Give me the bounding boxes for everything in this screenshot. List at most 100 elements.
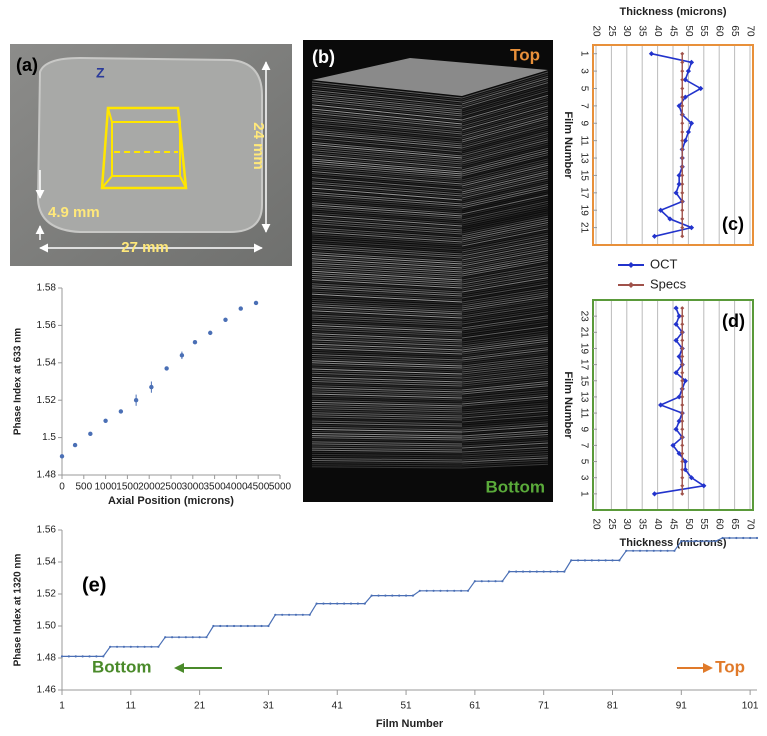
volume-texture bbox=[461, 332, 549, 345]
point bbox=[253, 300, 259, 306]
x-tick-label: 101 bbox=[742, 701, 759, 712]
volume-texture bbox=[461, 109, 549, 135]
volume-texture bbox=[311, 308, 463, 317]
volume-texture bbox=[461, 177, 549, 199]
volume-texture bbox=[311, 145, 463, 161]
point bbox=[308, 613, 311, 616]
point bbox=[103, 418, 108, 423]
y-tick-label: 1 bbox=[578, 51, 589, 57]
volume-texture bbox=[311, 243, 463, 255]
volume-texture bbox=[311, 239, 463, 251]
volume-texture bbox=[311, 455, 463, 459]
point bbox=[676, 313, 682, 319]
volume-texture bbox=[311, 231, 463, 243]
point bbox=[680, 338, 685, 343]
point bbox=[680, 208, 685, 213]
volume-texture bbox=[461, 383, 549, 393]
volume-texture bbox=[311, 81, 463, 99]
volume-texture bbox=[311, 312, 463, 321]
point bbox=[102, 655, 105, 658]
point bbox=[676, 353, 682, 360]
y-tick-label: 11 bbox=[578, 135, 589, 146]
volume-texture bbox=[461, 291, 549, 307]
point bbox=[688, 475, 695, 481]
x-tick-label: 60 bbox=[714, 25, 725, 37]
point bbox=[680, 199, 685, 204]
volume-texture bbox=[311, 391, 463, 397]
point bbox=[680, 103, 685, 108]
volume-texture bbox=[461, 412, 549, 421]
point bbox=[666, 549, 669, 552]
y-tick-label: 21 bbox=[578, 222, 589, 234]
volume-texture bbox=[461, 340, 549, 353]
panel-label: (d) bbox=[722, 311, 745, 331]
volume-texture bbox=[311, 310, 463, 319]
volume-texture bbox=[311, 233, 463, 245]
volume-texture bbox=[461, 317, 549, 331]
volume-texture bbox=[461, 459, 549, 465]
volume-texture bbox=[311, 435, 463, 439]
volume-texture bbox=[461, 103, 549, 129]
x-axis-label: Film Number bbox=[376, 718, 444, 730]
volume-texture bbox=[461, 304, 549, 319]
x-tick-label: 70 bbox=[744, 25, 755, 37]
point bbox=[198, 636, 201, 639]
volume-texture bbox=[461, 387, 549, 397]
volume-texture bbox=[311, 293, 463, 303]
volume-texture bbox=[461, 311, 549, 325]
point bbox=[508, 570, 511, 573]
volume-texture bbox=[311, 387, 463, 393]
volume-texture bbox=[461, 135, 549, 159]
volume-texture bbox=[461, 364, 549, 375]
volume-texture bbox=[311, 185, 463, 199]
point bbox=[721, 536, 724, 540]
volume-texture bbox=[461, 232, 549, 251]
x-tick-label: 65 bbox=[729, 25, 740, 37]
point bbox=[157, 645, 160, 648]
volume-texture bbox=[461, 376, 549, 387]
point bbox=[226, 624, 229, 628]
x-tick-label: 25 bbox=[606, 518, 617, 530]
volume-texture bbox=[461, 272, 549, 289]
point bbox=[88, 655, 91, 658]
volume-texture bbox=[461, 366, 549, 377]
point bbox=[72, 442, 78, 448]
volume-texture bbox=[461, 173, 549, 195]
point bbox=[184, 636, 187, 639]
volume-texture bbox=[311, 156, 463, 171]
volume-texture bbox=[311, 445, 463, 449]
volume-texture bbox=[311, 304, 463, 313]
volume-texture bbox=[311, 335, 463, 343]
point bbox=[418, 589, 421, 592]
volume-texture bbox=[311, 430, 463, 435]
point bbox=[680, 51, 685, 56]
point bbox=[670, 442, 676, 448]
volume-texture bbox=[311, 91, 463, 109]
volume-texture bbox=[311, 152, 463, 167]
volume-texture bbox=[311, 175, 463, 189]
point bbox=[590, 559, 593, 562]
volume-texture bbox=[461, 190, 549, 211]
point bbox=[673, 305, 679, 311]
volume-texture bbox=[311, 414, 463, 419]
volume-texture bbox=[461, 111, 549, 137]
volume-texture bbox=[461, 143, 549, 167]
volume-texture bbox=[311, 457, 463, 461]
volume-texture bbox=[311, 85, 463, 103]
x-tick-label: 2500 bbox=[160, 482, 183, 493]
y-tick-label: 1.54 bbox=[37, 357, 57, 368]
point bbox=[682, 94, 688, 100]
y-tick-label: 15 bbox=[578, 375, 589, 387]
point bbox=[528, 570, 532, 573]
volume-texture bbox=[461, 450, 549, 457]
point bbox=[680, 129, 685, 134]
volume-texture bbox=[461, 236, 549, 255]
volume-texture bbox=[311, 112, 463, 129]
volume-texture bbox=[461, 196, 549, 217]
volume-texture bbox=[461, 442, 549, 449]
y-tick-label: 5 bbox=[578, 86, 589, 92]
volume-texture bbox=[311, 254, 463, 265]
volume-texture bbox=[311, 89, 463, 107]
volume-texture bbox=[311, 162, 463, 177]
volume-texture bbox=[461, 158, 549, 181]
